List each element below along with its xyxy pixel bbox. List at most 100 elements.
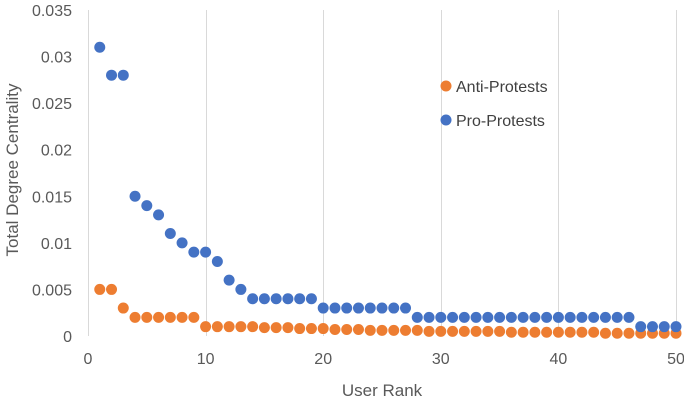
data-point-anti-protests xyxy=(388,324,400,336)
data-point-pro-protests xyxy=(529,311,541,323)
data-point-anti-protests xyxy=(164,311,176,323)
data-point-anti-protests xyxy=(117,302,129,314)
data-point-pro-protests xyxy=(400,302,412,314)
data-point-anti-protests xyxy=(94,283,106,295)
data-point-pro-protests xyxy=(258,293,270,305)
data-point-pro-protests xyxy=(623,311,635,323)
y-tick-label: 0.01 xyxy=(41,236,72,253)
data-point-pro-protests xyxy=(211,255,223,267)
y-tick-label: 0.005 xyxy=(32,282,72,299)
data-point-anti-protests xyxy=(564,326,576,338)
data-point-anti-protests xyxy=(588,326,600,338)
data-point-anti-protests xyxy=(141,311,153,323)
data-point-pro-protests xyxy=(305,293,317,305)
data-point-pro-protests xyxy=(282,293,294,305)
data-point-anti-protests xyxy=(106,283,118,295)
data-point-pro-protests xyxy=(552,311,564,323)
data-point-pro-protests xyxy=(329,302,341,314)
data-point-anti-protests xyxy=(317,323,329,335)
data-point-anti-protests xyxy=(576,326,588,338)
y-tick-label: 0.03 xyxy=(41,50,72,67)
legend: Anti-Protests Pro-Protests xyxy=(440,79,548,130)
data-point-anti-protests xyxy=(258,322,270,334)
data-point-pro-protests xyxy=(294,293,306,305)
legend-marker-pro-protests xyxy=(440,114,452,126)
data-point-pro-protests xyxy=(423,311,435,323)
data-point-pro-protests xyxy=(658,321,670,333)
data-point-anti-protests xyxy=(623,327,635,339)
series-anti-protests xyxy=(94,283,682,339)
data-points xyxy=(94,41,682,339)
data-point-anti-protests xyxy=(364,324,376,336)
x-tick-label: 50 xyxy=(667,351,684,368)
data-point-pro-protests xyxy=(270,293,282,305)
data-point-anti-protests xyxy=(282,322,294,334)
data-point-pro-protests xyxy=(517,311,529,323)
data-point-anti-protests xyxy=(352,323,364,335)
y-tick-label: 0 xyxy=(63,329,72,346)
data-point-anti-protests xyxy=(517,326,529,338)
data-point-anti-protests xyxy=(470,325,482,337)
data-point-pro-protests xyxy=(670,321,682,333)
y-tick-label: 0.02 xyxy=(41,143,72,160)
data-point-pro-protests xyxy=(470,311,482,323)
data-point-pro-protests xyxy=(141,200,153,212)
data-point-anti-protests xyxy=(529,326,541,338)
tick-labels: 0 10 20 30 40 50 0 0.005 0.01 0.015 0.02 0.025 0.03 0… xyxy=(32,3,684,368)
data-point-anti-protests xyxy=(541,326,553,338)
data-point-pro-protests xyxy=(235,283,247,295)
data-point-anti-protests xyxy=(458,325,470,337)
x-tick-label: 20 xyxy=(314,351,332,368)
data-point-anti-protests xyxy=(423,325,435,337)
x-tick-label: 0 xyxy=(84,351,93,368)
data-point-anti-protests xyxy=(235,321,247,333)
data-point-anti-protests xyxy=(200,321,212,333)
data-point-pro-protests xyxy=(388,302,400,314)
data-point-anti-protests xyxy=(376,324,388,336)
data-point-pro-protests xyxy=(164,228,176,240)
data-point-pro-protests xyxy=(564,311,576,323)
data-point-pro-protests xyxy=(576,311,588,323)
legend-label-pro-protests: Pro-Protests xyxy=(456,113,545,130)
data-point-anti-protests xyxy=(552,326,564,338)
y-tick-label: 0.025 xyxy=(32,96,72,113)
data-point-pro-protests xyxy=(447,311,459,323)
data-point-anti-protests xyxy=(247,321,259,333)
data-point-pro-protests xyxy=(247,293,259,305)
data-point-pro-protests xyxy=(223,274,235,286)
data-point-pro-protests xyxy=(129,190,141,202)
data-point-pro-protests xyxy=(106,69,118,81)
data-point-pro-protests xyxy=(505,311,517,323)
legend-marker-anti-protests xyxy=(440,80,452,92)
data-point-anti-protests xyxy=(188,311,200,323)
data-point-pro-protests xyxy=(94,41,106,53)
data-point-pro-protests xyxy=(635,321,647,333)
data-point-anti-protests xyxy=(305,323,317,335)
data-point-anti-protests xyxy=(129,311,141,323)
y-tick-label: 0.015 xyxy=(32,189,72,206)
data-point-pro-protests xyxy=(117,69,129,81)
data-point-anti-protests xyxy=(505,326,517,338)
data-point-anti-protests xyxy=(494,325,506,337)
data-point-pro-protests xyxy=(541,311,553,323)
legend-label-anti-protests: Anti-Protests xyxy=(456,79,548,96)
data-point-pro-protests xyxy=(176,237,188,249)
series-pro-protests xyxy=(94,41,682,333)
data-point-pro-protests xyxy=(646,321,658,333)
y-tick-label: 0.035 xyxy=(32,3,72,20)
data-point-anti-protests xyxy=(211,321,223,333)
data-point-pro-protests xyxy=(153,209,165,221)
data-point-anti-protests xyxy=(611,327,623,339)
data-point-pro-protests xyxy=(482,311,494,323)
data-point-anti-protests xyxy=(482,325,494,337)
data-point-pro-protests xyxy=(188,246,200,258)
x-tick-label: 30 xyxy=(432,351,450,368)
data-point-anti-protests xyxy=(411,324,423,336)
data-point-pro-protests xyxy=(588,311,600,323)
data-point-anti-protests xyxy=(599,327,611,339)
data-point-anti-protests xyxy=(223,321,235,333)
data-point-pro-protests xyxy=(435,311,447,323)
data-point-anti-protests xyxy=(341,323,353,335)
x-tick-label: 40 xyxy=(550,351,568,368)
